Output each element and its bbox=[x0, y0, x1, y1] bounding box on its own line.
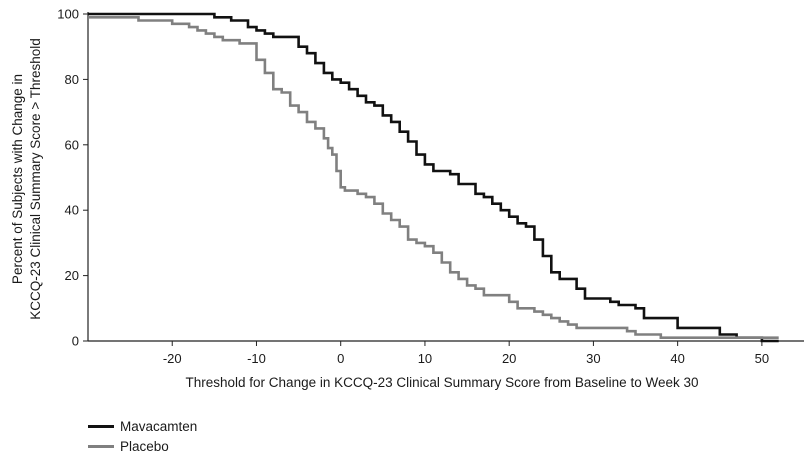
y-axis-title-line-1: Percent of Subjects with Change in bbox=[10, 74, 25, 284]
legend-label-placebo: Placebo bbox=[120, 438, 169, 454]
series-layer bbox=[88, 12, 779, 343]
series-line-placebo bbox=[88, 16, 779, 339]
y-axis-title: Percent of Subjects with Change in KCCQ-… bbox=[10, 38, 43, 319]
legend-item-mavacamten: Mavacamten bbox=[88, 416, 197, 436]
legend-swatch-mavacamten bbox=[88, 424, 114, 428]
x-ticks: -20 -10 0 10 20 30 40 50 bbox=[163, 341, 769, 366]
y-tick-label: 80 bbox=[65, 72, 79, 87]
legend-swatch-placebo bbox=[88, 444, 114, 448]
x-tick-label: 40 bbox=[670, 351, 684, 366]
x-tick-label: -10 bbox=[247, 351, 266, 366]
y-tick-label: 20 bbox=[65, 268, 79, 283]
x-axis-title: Threshold for Change in KCCQ-23 Clinical… bbox=[186, 375, 699, 390]
y-ticks: 0 20 40 60 80 100 bbox=[57, 7, 88, 349]
y-axis-title-line-2: KCCQ-23 Clinical Summary Score > Thresho… bbox=[28, 38, 43, 319]
x-tick-label: 30 bbox=[586, 351, 600, 366]
x-tick-label: 0 bbox=[337, 351, 344, 366]
x-tick-label: -20 bbox=[163, 351, 182, 366]
series-line-mavacamten bbox=[88, 12, 779, 343]
legend: Mavacamten Placebo bbox=[88, 416, 197, 456]
y-tick-label: 100 bbox=[57, 7, 79, 22]
x-tick-label: 50 bbox=[755, 351, 769, 366]
x-tick-label: 10 bbox=[418, 351, 432, 366]
y-tick-label: 40 bbox=[65, 203, 79, 218]
y-tick-label: 0 bbox=[72, 334, 79, 349]
legend-item-placebo: Placebo bbox=[88, 436, 197, 456]
y-tick-label: 60 bbox=[65, 137, 79, 152]
x-tick-label: 20 bbox=[502, 351, 516, 366]
legend-label-mavacamten: Mavacamten bbox=[120, 418, 198, 434]
